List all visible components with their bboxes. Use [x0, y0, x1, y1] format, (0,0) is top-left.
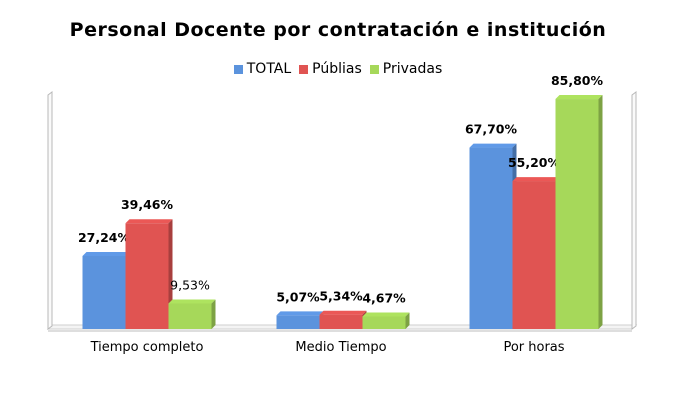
data-label-total-2: 67,70%: [465, 122, 518, 137]
data-label-p-blias-0: 39,46%: [121, 197, 174, 212]
bar-top-privadas-2: [555, 95, 603, 100]
bar-top-p-blias-0: [125, 219, 173, 224]
bar-top-privadas-0: [168, 299, 216, 304]
legend-label-publias: Públias: [312, 61, 362, 77]
legend-label-privadas: Privadas: [382, 61, 443, 77]
bar-side-privadas-1: [405, 312, 410, 329]
bar-p-blias-0: [125, 223, 169, 329]
legend-swatch-privadas: [369, 64, 379, 74]
left-wall: [47, 91, 53, 330]
bar-top-total-2: [469, 143, 517, 148]
legend-item-publias: Públias: [299, 61, 362, 77]
bar-privadas-2: [555, 99, 599, 329]
data-label-total-0: 27,24%: [78, 230, 131, 245]
legend-label-total: TOTAL: [246, 61, 292, 77]
legend-item-privadas: Privadas: [369, 61, 443, 77]
x-tick-label-1: Medio Tiempo: [295, 340, 386, 355]
x-tick-label-0: Tiempo completo: [90, 340, 204, 355]
data-label-total-1: 5,07%: [276, 289, 320, 304]
bar-total-1: [276, 315, 320, 329]
bar-total-0: [82, 255, 126, 329]
chart-title: Personal Docente por contratación e inst…: [69, 19, 607, 41]
data-label-privadas-0: 9,53%: [170, 277, 210, 292]
bar-top-total-1: [276, 311, 324, 316]
legend-swatch-total: [233, 64, 243, 74]
chart-legend: TOTAL Públias Privadas: [0, 61, 676, 77]
x-tick-label-2: Por horas: [503, 340, 564, 355]
bar-total-2: [469, 147, 513, 329]
bar-top-p-blias-2: [512, 177, 560, 182]
data-label-privadas-2: 85,80%: [551, 73, 604, 88]
data-label-privadas-1: 4,67%: [362, 290, 406, 305]
bar-privadas-1: [362, 316, 406, 329]
bar-privadas-0: [168, 303, 212, 329]
data-label-p-blias-2: 55,20%: [508, 155, 561, 170]
bar-p-blias-2: [512, 181, 556, 329]
data-label-p-blias-1: 5,34%: [319, 289, 363, 304]
bar-top-p-blias-1: [319, 310, 367, 315]
bar-top-privadas-1: [362, 312, 410, 317]
legend-swatch-publias: [299, 64, 309, 74]
bar-p-blias-1: [319, 314, 363, 329]
right-wall: [631, 91, 637, 330]
bar-side-privadas-0: [211, 299, 216, 329]
bar-top-total-0: [82, 251, 130, 256]
bar-side-privadas-2: [598, 95, 603, 329]
legend-item-total: TOTAL: [233, 61, 292, 77]
